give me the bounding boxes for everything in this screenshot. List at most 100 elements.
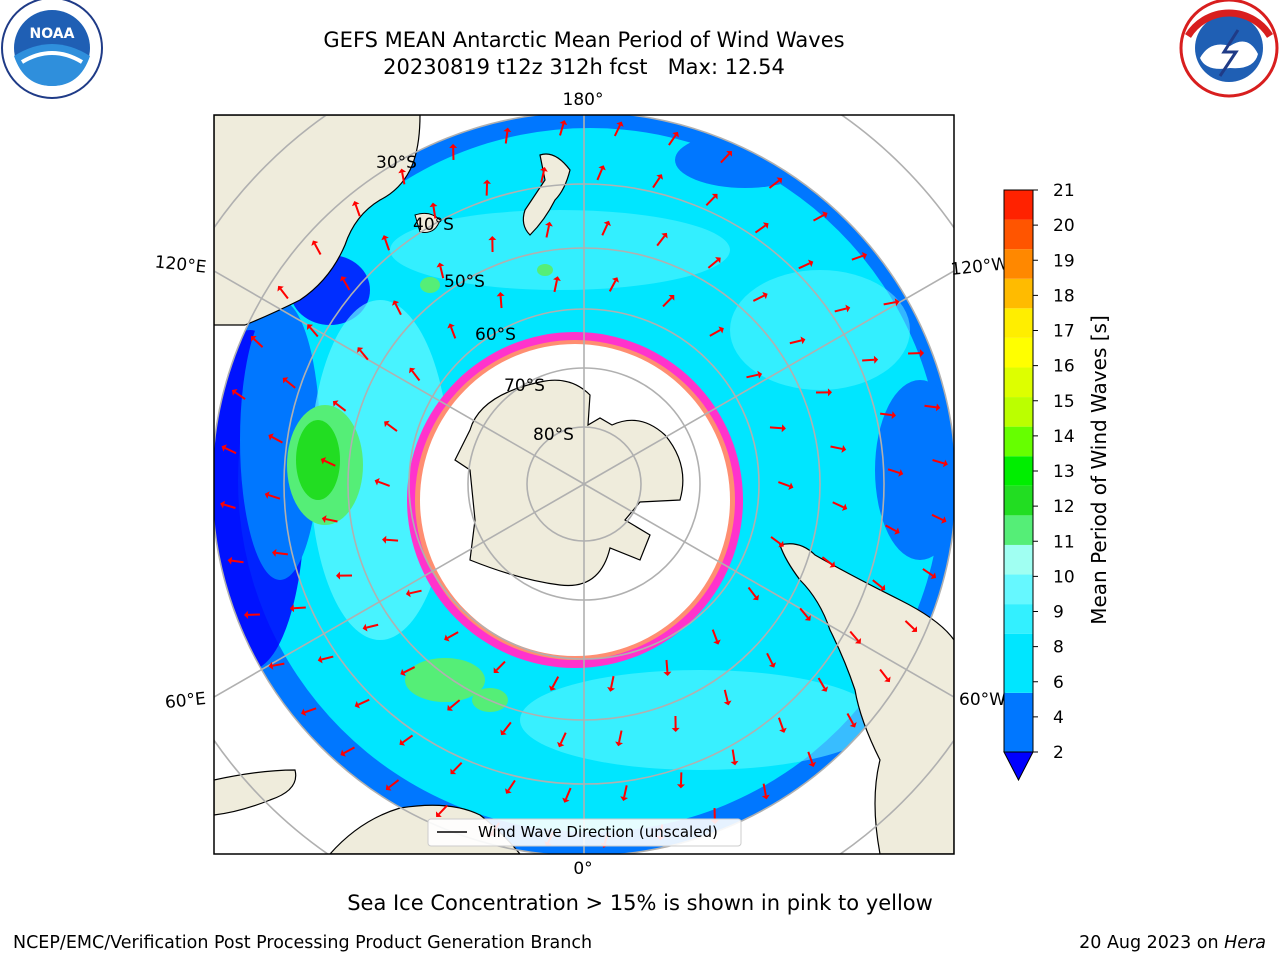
wind-wave-arrowhead [545,221,553,227]
colorbar-tick-label: 17 [1053,322,1075,342]
wind-wave-arrowhead [357,347,364,353]
wind-wave-arrow [234,391,246,400]
wind-wave-arrow [559,732,567,745]
colorbar-label: Mean Period of Wind Waves [s] [1087,315,1111,625]
wind-wave-arrowhead [289,604,295,613]
wind-wave-arrowhead [483,179,492,184]
wind-wave-arrowhead [504,788,512,794]
wind-wave-arrowhead [250,335,257,342]
colorbar-band [1004,219,1033,250]
wind-wave-arrow [720,153,730,164]
wind-wave-arrowhead [761,794,770,800]
wind-wave-arrowhead [941,516,947,524]
colorbar [1003,189,1034,782]
wind-wave-arrow [821,556,833,566]
colorbar-band [1004,397,1033,427]
wind-wave-arrow [789,339,802,345]
wind-wave-arrow [887,468,900,474]
colorbar-tick-label: 13 [1053,462,1075,482]
wind-wave-arrow [618,730,623,743]
wind-wave-arrowhead [827,388,832,397]
wind-wave-arrow [707,259,719,269]
wind-wave-arrowhead [301,708,307,717]
footer-date-text: 20 Aug 2023 on [1079,933,1225,953]
wind-wave-arrow [668,134,677,146]
wind-wave-arrowhead [271,548,277,557]
wind-wave-arrowhead [768,662,777,668]
wind-wave-arrowhead [317,655,323,664]
wind-wave-arrow [830,445,843,450]
wind-wave-arrow [834,307,847,313]
wind-wave-arrow [613,124,621,137]
wind-wave-arrowhead [496,292,505,297]
wind-wave-arrow [559,123,565,136]
wind-wave-arrowhead [730,760,739,766]
wind-wave-arrow [388,779,400,789]
noaa-logo: NOAA [1,0,103,99]
footer-date: 20 Aug 2023 on Hera [1079,933,1266,953]
wind-wave-arrowhead [778,540,784,548]
wind-wave-arrow [253,338,264,348]
wind-wave-arrow [746,373,759,379]
wind-wave-arrowhead [845,304,851,313]
wind-wave-arrow [540,170,545,183]
wind-wave-arrow [656,235,666,247]
wind-wave-arrow [885,524,897,532]
wind-wave-arrowhead [384,420,390,428]
wind-wave-arrow [752,294,765,302]
wind-wave-arrowhead [611,277,619,283]
wind-wave-arrow [922,568,934,577]
wind-wave-arrow [359,349,369,361]
wind-wave-arrowhead [444,634,450,642]
wind-wave-arrowhead [381,235,389,241]
lat-label-50s: 50°S [444,272,485,292]
wind-wave-arrow [880,412,893,417]
colorbar-tick-label: 16 [1053,357,1075,377]
wind-wave-arrow [778,481,790,488]
wind-wave-arrowhead [268,661,274,670]
colorbar-band [1004,604,1033,634]
wind-wave-arrow [279,288,289,300]
wind-wave-arrowhead [227,556,233,565]
wind-wave-arrowhead [400,668,406,677]
wind-wave-arrowhead [930,572,937,579]
wind-wave-arrow [754,224,766,234]
colorbar-band [1004,190,1033,220]
wind-wave-arrowhead [447,323,455,329]
wind-wave-arrowhead [757,370,763,379]
wind-wave-arrow [862,358,875,362]
colorbar-tick-label: 9 [1053,603,1064,623]
wind-wave-arrowhead [493,667,500,673]
wind-wave-arrowhead [663,671,672,676]
wind-wave-arrow [769,426,782,430]
wind-wave-arrowhead [243,610,249,619]
wind-wave-arrowhead [340,749,346,757]
wind-wave-arrowhead [672,131,679,138]
wind-wave-arrowhead [942,459,948,468]
wind-wave-arrow [610,675,615,689]
wind-wave-arrowhead [715,257,721,264]
colorbar-band [1004,633,1033,693]
wind-wave-arrowhead [620,796,629,801]
wind-wave-arrowhead [879,584,886,591]
colorbar-tick-label: 15 [1053,392,1075,412]
wind-wave-arrow [325,518,338,523]
wind-wave-arrowhead [436,262,445,268]
colorbar-tick-label: 4 [1053,708,1064,728]
wind-wave-arrowhead [321,515,327,523]
colorbar-tick-label: 12 [1053,497,1075,517]
wind-wave-arrow [762,783,767,796]
wind-wave-arrow [275,551,288,556]
wind-wave-arrow [452,762,463,773]
wind-wave-arrow [564,787,572,800]
colorbar-tick-label: 21 [1053,181,1075,201]
wind-wave-arrowhead [607,687,615,692]
wind-wave-arrows [220,120,948,848]
wind-wave-arrow [343,746,355,755]
wind-wave-arrowhead [821,686,829,692]
wind-wave-arrow [608,280,617,292]
wind-wave-arrow [766,652,774,665]
wind-wave-arrowhead [332,400,339,407]
wind-wave-arrowhead [354,701,361,709]
